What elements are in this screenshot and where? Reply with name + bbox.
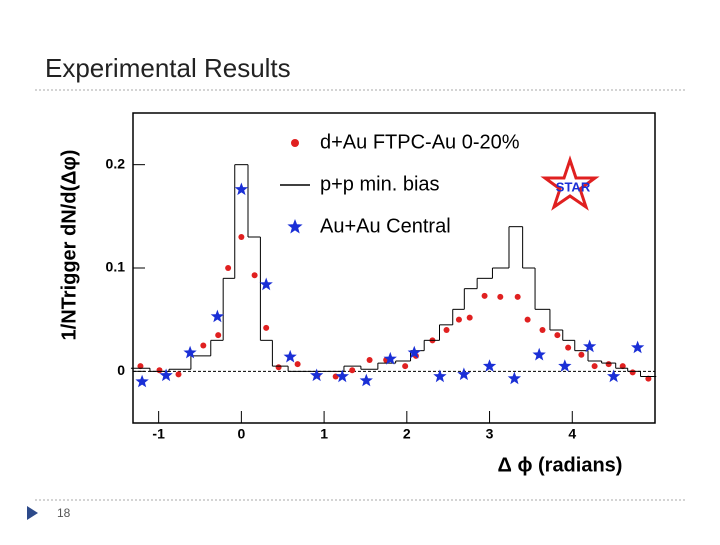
- point: [225, 265, 232, 271]
- point: [514, 293, 521, 300]
- plot-frame: [132, 112, 656, 424]
- logo-text: STAR: [556, 179, 591, 194]
- bullet-icon: [27, 506, 38, 520]
- y-tick-label: 0.1: [106, 259, 126, 275]
- point: [591, 363, 598, 370]
- point: [156, 367, 163, 374]
- x-tick-label: 0: [237, 426, 245, 442]
- point: [645, 375, 652, 382]
- x-tick-label: 1: [320, 426, 328, 442]
- point: [482, 359, 497, 372]
- point: [310, 368, 324, 382]
- point: [259, 277, 273, 291]
- point: [481, 292, 488, 299]
- y-axis-label: 1/NTrigger dN/d(Δφ): [58, 150, 80, 341]
- point: [283, 349, 297, 363]
- point: [210, 309, 224, 323]
- point: [263, 324, 270, 331]
- point: [294, 361, 301, 368]
- point: [349, 367, 356, 374]
- legend-label: p+p min. bias: [320, 173, 440, 195]
- point: [275, 364, 282, 371]
- point: [215, 332, 222, 339]
- x-axis-label: Δ ϕ (radians): [498, 454, 623, 476]
- point: [457, 367, 471, 381]
- point: [183, 345, 197, 359]
- legend-marker: [291, 139, 299, 147]
- point: [619, 363, 626, 370]
- point: [607, 369, 621, 383]
- point: [433, 369, 447, 383]
- point: [455, 316, 462, 323]
- point: [629, 369, 636, 376]
- point: [200, 342, 207, 349]
- point: [366, 356, 373, 363]
- point: [159, 368, 173, 382]
- point: [497, 293, 504, 300]
- point: [135, 374, 149, 388]
- point: [524, 316, 531, 323]
- point: [554, 332, 561, 339]
- x-tick-label: 4: [568, 426, 576, 442]
- point: [383, 351, 397, 365]
- legend-label: Au+Au Central: [320, 215, 451, 237]
- x-tick-label: 2: [403, 426, 411, 442]
- slide-title: Experimental Results: [45, 53, 291, 83]
- point: [234, 182, 248, 196]
- point: [558, 359, 572, 372]
- y-tick-label: 0.2: [106, 155, 126, 171]
- point: [407, 345, 421, 359]
- legend-marker: [287, 219, 303, 234]
- point: [466, 314, 473, 321]
- point: [402, 363, 409, 370]
- point: [238, 234, 245, 240]
- point: [137, 363, 144, 370]
- point: [175, 371, 182, 378]
- point: [359, 373, 373, 387]
- point: [507, 371, 521, 385]
- point: [443, 327, 450, 333]
- point: [335, 369, 349, 383]
- point: [578, 351, 585, 358]
- x-tick-label: 3: [486, 426, 494, 442]
- point: [251, 272, 258, 279]
- point: [565, 344, 572, 351]
- logo-star: [540, 155, 600, 211]
- point: [583, 339, 597, 353]
- legend-label: d+Au FTPC-Au 0-20%: [320, 131, 520, 153]
- x-tick-label: -1: [152, 426, 165, 442]
- point: [631, 340, 645, 354]
- point: [605, 361, 612, 368]
- point: [532, 347, 546, 361]
- point: [539, 327, 546, 333]
- page-number: 18: [57, 506, 71, 520]
- y-tick-label: 0: [117, 362, 125, 378]
